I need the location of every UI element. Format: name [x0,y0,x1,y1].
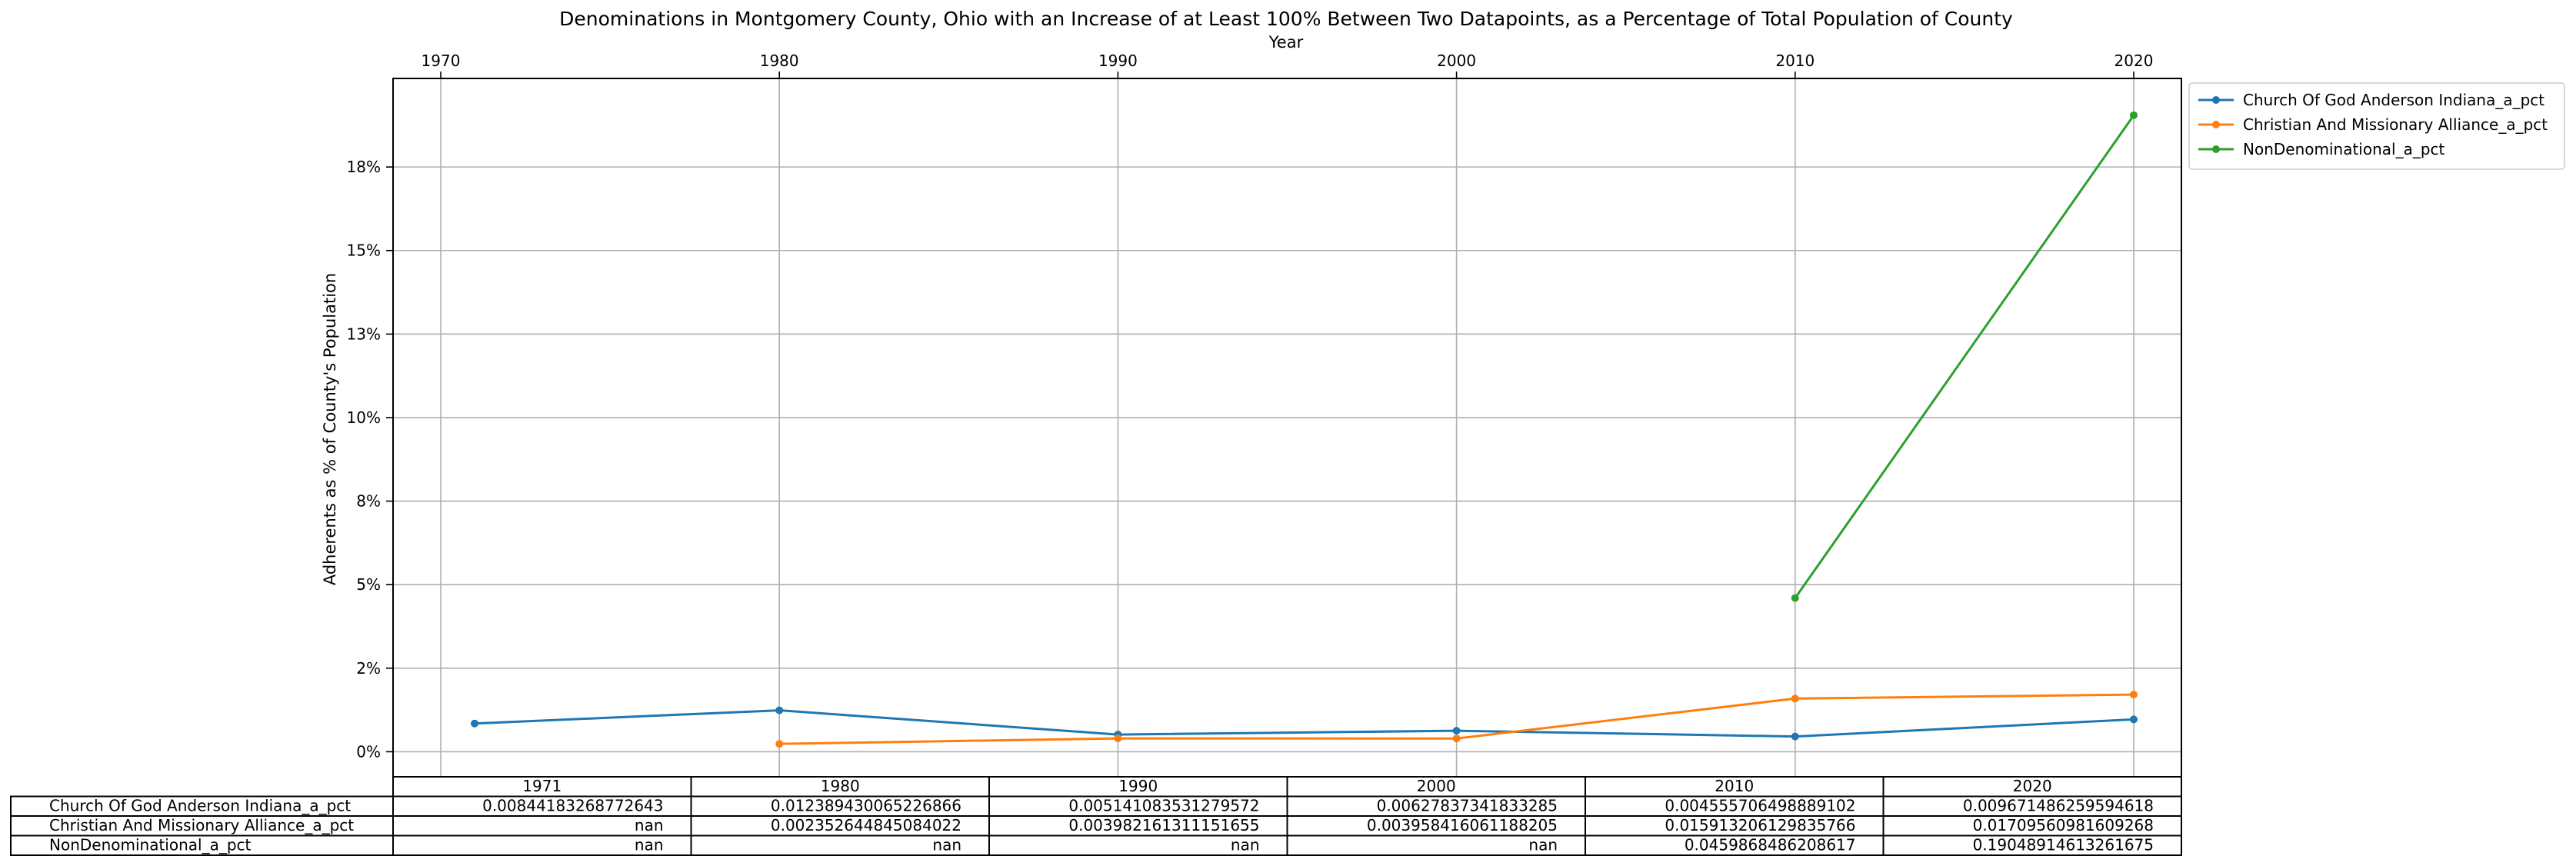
table-cell-value: 0.004555706498889102 [1665,797,1855,815]
data-point [1452,727,1461,735]
y-tick-label: 18% [347,158,381,176]
data-point [1791,694,1799,703]
y-tick-label: 8% [356,492,381,511]
table-column-label: 2020 [2013,777,2052,795]
y-tick-label: 13% [347,325,381,343]
table-cell-value: nan [635,836,664,854]
table-cell-value: nan [1231,836,1260,854]
table-column-label: 2010 [1715,777,1754,795]
table-cell-value: 0.00844183268772643 [482,797,663,815]
x-tick-label: 1990 [1098,52,1138,70]
table-cell-value: 0.003958416061188205 [1367,816,1558,834]
table-column-label: 1971 [522,777,562,795]
table-cell [1882,834,2182,856]
legend-marker [2212,145,2220,153]
table-cell-value: 0.00627837341833285 [1377,797,1558,815]
series-line [474,709,2134,738]
y-tick-label: 0% [356,742,381,761]
x-axis-label: Year [1268,33,1304,52]
table-column-label: 1980 [821,777,860,795]
x-tick-label: 1970 [422,52,461,70]
x-tick-label: 2000 [1437,52,1476,70]
data-point [471,719,479,728]
y-axis-ticks: 0% 2% 5% 8% 10% 13% 15% 18% [347,158,393,761]
y-tick-label: 10% [347,408,381,427]
legend-label: NonDenominational_a_pct [2243,140,2445,158]
table-cell-value: 0.015913206129835766 [1665,816,1855,834]
table-row-label: Church Of God Anderson Indiana_a_pct [49,797,351,815]
table-row-label: Christian And Missionary Alliance_a_pct [49,816,354,834]
legend-label: Christian And Missionary Alliance_a_pct [2243,115,2548,134]
y-tick-label: 5% [356,575,381,594]
data-point [1452,734,1461,743]
table-cell-value: 0.002352644845084022 [771,816,961,834]
table-cell-value: 0.003982161311151655 [1068,816,1259,834]
table-column-label: 1990 [1118,777,1158,795]
legend-box [2188,82,2565,170]
table-cell-value: 0.012389430065226866 [771,797,961,815]
data-point [1791,732,1799,741]
series [471,111,2138,748]
data-point [2130,691,2138,699]
y-axis-label: Adherents as % of County's Population [321,273,339,585]
chart-title: Denominations in Montgomery County, Ohio… [559,8,2013,30]
data-table: 1971 1980 1990 2000 2010 2020 Church Of God An… [10,776,2182,856]
table-cell-value: 0.01709560981609268 [1973,816,2154,834]
table-column-label: 2000 [1417,777,1456,795]
plot-frame [392,78,2182,778]
table-cell-value: nan [1528,836,1558,854]
table-cell-value: nan [932,836,961,854]
data-point [775,740,784,748]
grid [393,78,2181,777]
legend: Church Of God Anderson Indiana_a_pct Chri… [2188,82,2565,170]
y-tick-label: 15% [347,241,381,260]
table-cell-value: 0.005141083531279572 [1068,797,1259,815]
table-cell-value: 0.19048914613261675 [1973,836,2154,854]
x-axis-ticks: 1970 1980 1990 2000 2010 2020 [422,52,2154,78]
x-tick-label: 1980 [760,52,799,70]
y-tick-label: 2% [356,659,381,678]
data-point [1791,594,1799,602]
data-point [2130,715,2138,724]
table-cell-value: 0.009671486259594618 [1963,797,2154,815]
table-cell-value: 0.0459868486208617 [1685,836,1856,854]
data-point [1114,734,1122,743]
legend-label: Church Of God Anderson Indiana_a_pct [2243,91,2544,109]
data-point [775,706,784,714]
table-row-label: NonDenominational_a_pct [49,836,252,854]
x-tick-label: 2020 [2114,52,2154,70]
table-cell-value: nan [635,816,664,834]
legend-marker [2212,96,2220,104]
legend-marker [2212,121,2220,128]
x-tick-label: 2010 [1775,52,1815,70]
data-point [2130,111,2138,119]
series-line [1794,114,2135,599]
